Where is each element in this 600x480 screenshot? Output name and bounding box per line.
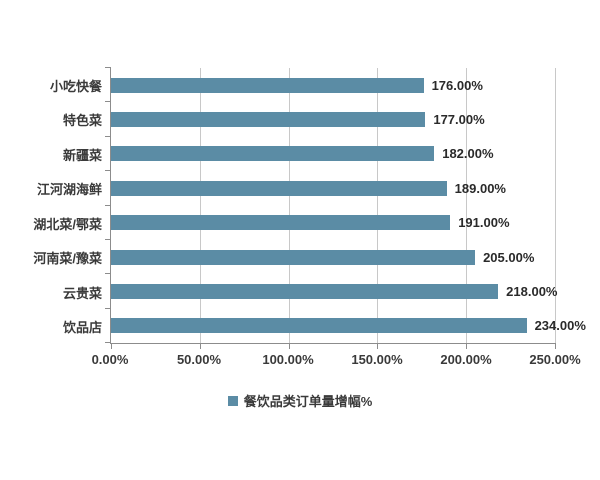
x-tick-mark <box>288 343 290 349</box>
x-tick-label: 200.00% <box>440 352 492 367</box>
value-label: 176.00% <box>431 77 483 93</box>
y-tick-mark <box>105 273 111 275</box>
category-axis: 小吃快餐 特色菜 新疆菜 江河湖海鲜 湖北菜/鄂菜 河南菜/豫菜 云贵菜 饮品店 <box>0 68 102 344</box>
bar <box>111 249 476 265</box>
chart-row: 189.00% <box>111 171 555 205</box>
x-tick-mark <box>377 343 379 349</box>
gridline <box>288 68 290 343</box>
chart-row: 182.00% <box>111 137 555 171</box>
bar <box>111 77 424 93</box>
x-tick-mark <box>111 343 112 349</box>
y-tick-mark <box>105 342 111 343</box>
legend: 餐饮品类订单量增幅% <box>0 391 600 410</box>
x-tick-label: 100.00% <box>262 352 314 367</box>
category-label: 云贵菜 <box>62 285 102 301</box>
x-tick-mark <box>199 343 201 349</box>
y-tick-mark <box>105 67 111 68</box>
category-label: 湖北菜/鄂菜 <box>33 216 102 232</box>
category-label: 小吃快餐 <box>49 78 102 94</box>
gridline <box>555 68 556 343</box>
value-label: 189.00% <box>454 180 506 196</box>
gridline <box>466 68 468 343</box>
x-axis: 0.00% 50.00% 100.00% 150.00% 200.00% 250… <box>92 352 581 368</box>
value-label: 205.00% <box>483 249 535 265</box>
y-tick-mark <box>105 238 111 240</box>
plot-area: 176.00% 177.00% 182.00% 189.00% 191.00% … <box>105 67 586 349</box>
y-tick-mark <box>105 307 111 309</box>
value-label: 218.00% <box>506 283 558 299</box>
y-tick-mark <box>105 204 111 206</box>
bar <box>111 112 426 128</box>
category-label: 新疆菜 <box>62 147 102 163</box>
x-tick-label: 150.00% <box>351 352 403 367</box>
value-label: 177.00% <box>433 112 485 128</box>
chart-row: 177.00% <box>111 102 555 136</box>
y-tick-mark <box>105 101 111 103</box>
category-label: 饮品店 <box>62 320 102 336</box>
bar <box>111 318 527 334</box>
chart-row: 234.00% <box>111 309 586 343</box>
bar-series: 176.00% 177.00% 182.00% 189.00% 191.00% … <box>111 68 586 343</box>
chart-row: 205.00% <box>111 240 555 274</box>
category-label: 特色菜 <box>62 113 102 129</box>
category-label: 江河湖海鲜 <box>36 182 102 198</box>
legend-label: 餐饮品类订单量增幅% <box>243 394 373 409</box>
x-tick-label: 0.00% <box>91 352 129 367</box>
gridline <box>377 68 379 343</box>
x-tick-label: 50.00% <box>176 352 222 367</box>
value-label: 182.00% <box>442 146 494 162</box>
y-tick-mark <box>105 135 111 137</box>
bar <box>111 283 499 299</box>
x-tick-mark <box>555 343 556 349</box>
chart-row: 218.00% <box>111 274 558 308</box>
chart-row: 176.00% <box>111 68 555 102</box>
x-tick-mark <box>466 343 468 349</box>
x-tick-label: 250.00% <box>529 352 581 367</box>
legend-swatch-icon <box>227 395 238 406</box>
chart-row: 191.00% <box>111 206 555 240</box>
category-label: 河南菜/豫菜 <box>33 251 102 267</box>
gridline <box>199 68 201 343</box>
y-tick-mark <box>105 170 111 172</box>
bar <box>111 215 451 231</box>
value-label: 191.00% <box>458 215 510 231</box>
value-label: 234.00% <box>534 318 586 334</box>
bar <box>111 180 447 196</box>
bar <box>111 146 435 162</box>
